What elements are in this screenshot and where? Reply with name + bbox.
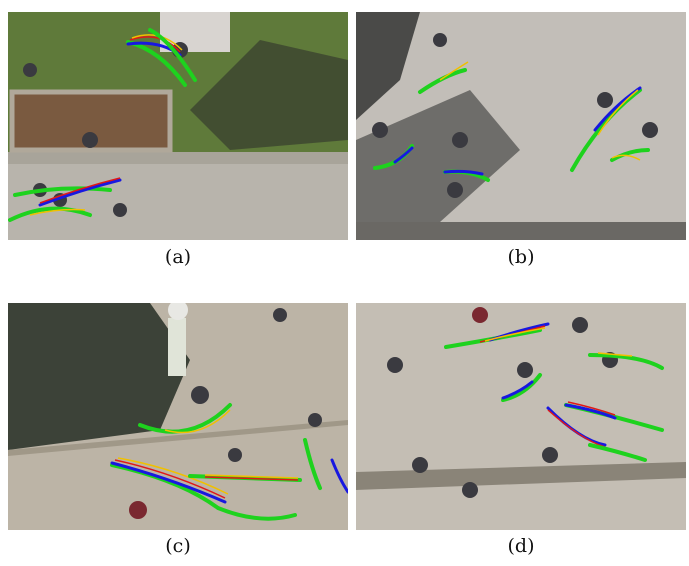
panel-label: (a) <box>165 246 191 268</box>
photo-a <box>8 12 348 240</box>
panel-label: (d) <box>508 535 535 557</box>
photo-d <box>356 303 686 530</box>
panel-label: (b) <box>508 246 535 268</box>
photo-b <box>356 12 686 240</box>
photo-c <box>8 303 348 530</box>
panel-label: (c) <box>165 535 190 557</box>
